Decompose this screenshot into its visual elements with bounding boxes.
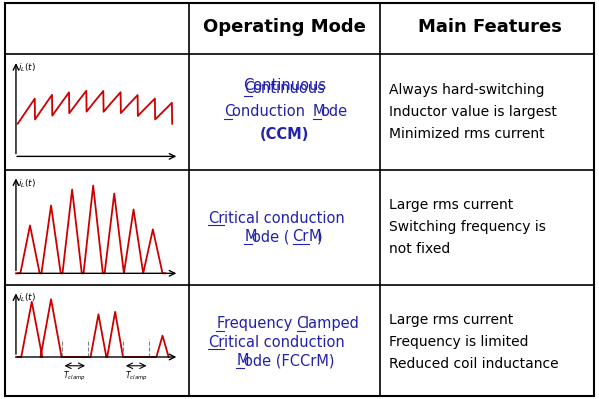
Text: $i_L(t)$: $i_L(t)$ [18,178,36,190]
Text: Large rms current: Large rms current [389,313,513,327]
Text: onduction: onduction [232,104,310,119]
Text: (CCM): (CCM) [260,127,309,142]
Text: ode (: ode ( [252,229,290,244]
Text: $i_L(t)$: $i_L(t)$ [18,62,36,74]
Text: requency: requency [225,316,297,331]
Text: Frequency is limited: Frequency is limited [389,335,529,349]
Text: M: M [244,229,257,244]
Text: M: M [313,104,325,119]
Text: itical conduction: itical conduction [225,335,345,350]
Text: $T_{clamp}$: $T_{clamp}$ [125,370,147,383]
Text: $i_L(t)$: $i_L(t)$ [18,291,36,304]
Text: Main Features: Main Features [418,18,562,36]
Text: C: C [244,81,255,96]
Text: C: C [225,104,235,119]
Text: Large rms current: Large rms current [389,198,513,213]
Text: ontinuous: ontinuous [252,81,325,96]
Text: itical conduction: itical conduction [225,211,345,226]
Text: M: M [308,229,321,244]
Text: Reduced coil inductance: Reduced coil inductance [389,357,559,371]
Text: Operating Mode: Operating Mode [203,18,366,36]
Text: ode: ode [320,104,348,119]
Text: Continuous: Continuous [243,78,326,93]
Text: ode (FCCrM): ode (FCCrM) [244,353,335,368]
Text: Minimized rms current: Minimized rms current [389,126,545,141]
Text: Cr: Cr [292,229,309,244]
Text: not fixed: not fixed [389,242,450,257]
Text: F: F [216,316,225,331]
Text: Cr: Cr [208,211,225,226]
Text: Always hard-switching: Always hard-switching [389,83,545,97]
Text: $T_{clamp}$: $T_{clamp}$ [63,370,86,383]
Text: Inductor value is largest: Inductor value is largest [389,105,557,119]
Text: Cr: Cr [208,335,225,350]
Text: M: M [237,353,249,368]
Text: lamped: lamped [304,316,359,331]
Text: C: C [297,316,307,331]
Text: ): ) [317,229,322,244]
Text: Switching frequency is: Switching frequency is [389,220,546,235]
